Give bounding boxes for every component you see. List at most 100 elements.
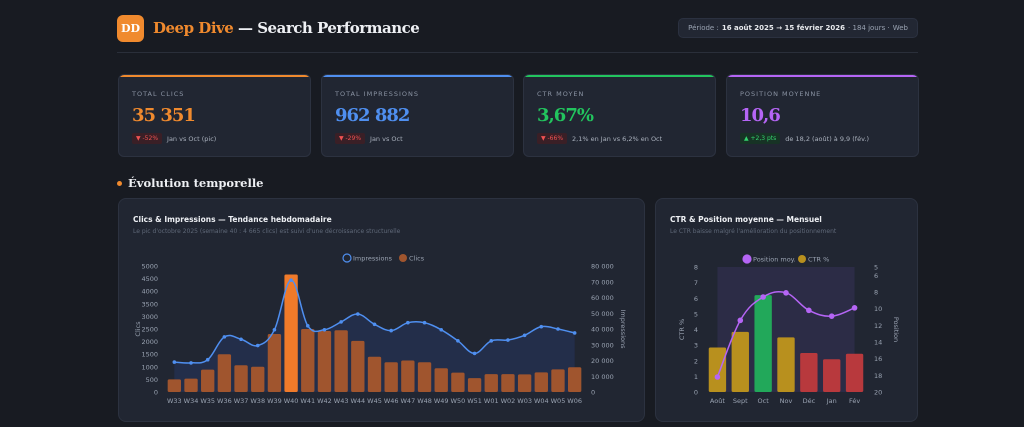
x-tick-label: W50 [451, 397, 466, 405]
period-range: 16 août 2025 → 15 février 2026 [721, 24, 846, 32]
bar-W49 [434, 368, 448, 392]
bar-Août [708, 347, 727, 392]
legend-label: Impressions [353, 255, 393, 263]
point-Août [714, 374, 721, 380]
x-tick-label: W44 [350, 397, 365, 405]
chart-title: CTR & Position moyenne — Mensuel [670, 215, 822, 224]
point-W02 [506, 338, 510, 342]
point-W37 [239, 337, 243, 342]
bar-W42 [317, 331, 332, 392]
x-tick-label: W49 [434, 397, 449, 405]
x-tick-label: Jan [826, 397, 837, 405]
x-tick-label: Déc [803, 397, 816, 405]
kpi-card: TOTAL IMPRESSIONS 962 882 ▼ -29% Jan vs O… [321, 74, 514, 157]
kpi-value: 10,6 [740, 105, 781, 126]
period-selector[interactable]: Période : 16 août 2025 → 15 février 2026… [678, 18, 918, 38]
bar-W40 [284, 274, 298, 392]
legend-position-moy--icon [742, 254, 752, 264]
kpi-card: POSITION MOYENNE 10,6 ▲ +2,3 pts de 18,2 … [726, 74, 919, 157]
point-W03 [522, 333, 527, 338]
y2-tick-label: 5 [874, 264, 878, 272]
kpi-label: TOTAL IMPRESSIONS [335, 90, 420, 98]
y-tick-label: 0 [694, 389, 698, 397]
point-W35 [205, 357, 210, 362]
y-tick-label: 2500 [141, 326, 158, 334]
y-tick-label: 3000 [141, 313, 158, 321]
x-tick-label: W43 [334, 397, 349, 405]
y-tick-label: 0 [154, 389, 158, 397]
point-W48 [422, 320, 427, 325]
point-W44 [356, 312, 360, 316]
kpi-note: Jan vs Oct (pic) [167, 134, 217, 143]
y-tick-label: 1000 [141, 363, 158, 371]
title-rest: — Search Performance [233, 19, 420, 37]
x-tick-label: W45 [367, 397, 382, 405]
legend-label: Position moy. [753, 256, 796, 264]
y-tick-label: 3500 [141, 300, 158, 308]
y-axis-label: Clics [134, 321, 142, 337]
y2-axis-label: Impressions [619, 310, 627, 350]
page-title: Deep Dive — Search Performance [153, 19, 420, 37]
x-tick-label: Fév [849, 397, 860, 405]
kpi-value: 3,67% [537, 105, 594, 126]
x-tick-label: Nov [780, 397, 793, 405]
legend-impressions-icon [342, 253, 352, 263]
bar-W34 [184, 378, 198, 392]
x-tick-label: W04 [534, 397, 549, 405]
y2-tick-label: 14 [874, 339, 882, 347]
x-tick-label: W42 [317, 397, 332, 405]
x-tick-label: W01 [484, 397, 499, 405]
section-title: Évolution temporelle [117, 176, 264, 190]
y2-tick-label: 0 [591, 389, 595, 397]
y-tick-label: 6 [694, 295, 698, 303]
bar-W03 [517, 374, 532, 392]
point-Sept [737, 317, 744, 324]
bar-W44 [351, 340, 365, 392]
brand-name: Deep Dive [153, 19, 234, 37]
point-Fév [851, 305, 858, 311]
bar-W06 [567, 367, 582, 392]
period-label: Période : [688, 24, 719, 32]
bar-Sept [731, 331, 749, 392]
bar-W46 [384, 362, 398, 392]
point-W34 [189, 361, 193, 365]
y2-tick-label: 16 [874, 355, 882, 363]
bar-W35 [201, 369, 215, 392]
chart-subtitle: Le pic d'octobre 2025 (semaine 40 : 4 66… [133, 228, 401, 235]
y2-tick-label: 40 000 [591, 326, 614, 334]
x-tick-label: W46 [384, 397, 399, 405]
weekly-chart: W33 W34 W35 W36 W37 W38 W39 W40 W41 W42 W43 W44 W45 W… [134, 253, 627, 405]
x-tick-label: Août [710, 397, 725, 405]
bar-W38 [251, 366, 265, 392]
legend-label: CTR % [808, 256, 829, 264]
x-tick-label: W35 [200, 397, 215, 405]
point-Nov [783, 290, 789, 296]
bullet-icon [117, 180, 122, 186]
y-tick-label: 5000 [141, 263, 158, 271]
point-W51 [472, 351, 477, 356]
legend-clics-icon [399, 254, 407, 262]
bar-Nov [777, 337, 795, 392]
y2-tick-label: 30 000 [591, 341, 614, 349]
y-tick-label: 2 [694, 357, 698, 365]
y2-tick-label: 50 000 [591, 310, 614, 318]
chart-subtitle: Le CTR baisse malgré l'amélioration du p… [670, 228, 837, 235]
point-W36 [222, 335, 227, 339]
point-Déc [806, 307, 812, 314]
y2-tick-label: 10 [874, 305, 882, 313]
y-tick-label: 4500 [141, 275, 158, 283]
kpi-label: TOTAL CLICS [132, 90, 185, 98]
point-W06 [572, 331, 577, 335]
point-W42 [322, 327, 327, 332]
y-tick-label: 1500 [141, 351, 158, 359]
y-tick-label: 3 [694, 342, 698, 350]
legend-ctr--icon [798, 255, 806, 263]
x-tick-label: W03 [517, 397, 532, 405]
x-tick-label: W47 [401, 397, 416, 405]
section-title-text: Évolution temporelle [128, 176, 264, 190]
y2-axis-label: Position [892, 317, 900, 342]
point-Oct [760, 294, 766, 300]
x-tick-label: W41 [300, 397, 315, 405]
kpi-card: TOTAL CLICS 35 351 ▼ -52% Jan vs Oct (pic… [118, 74, 311, 157]
x-tick-label: W39 [267, 397, 282, 405]
